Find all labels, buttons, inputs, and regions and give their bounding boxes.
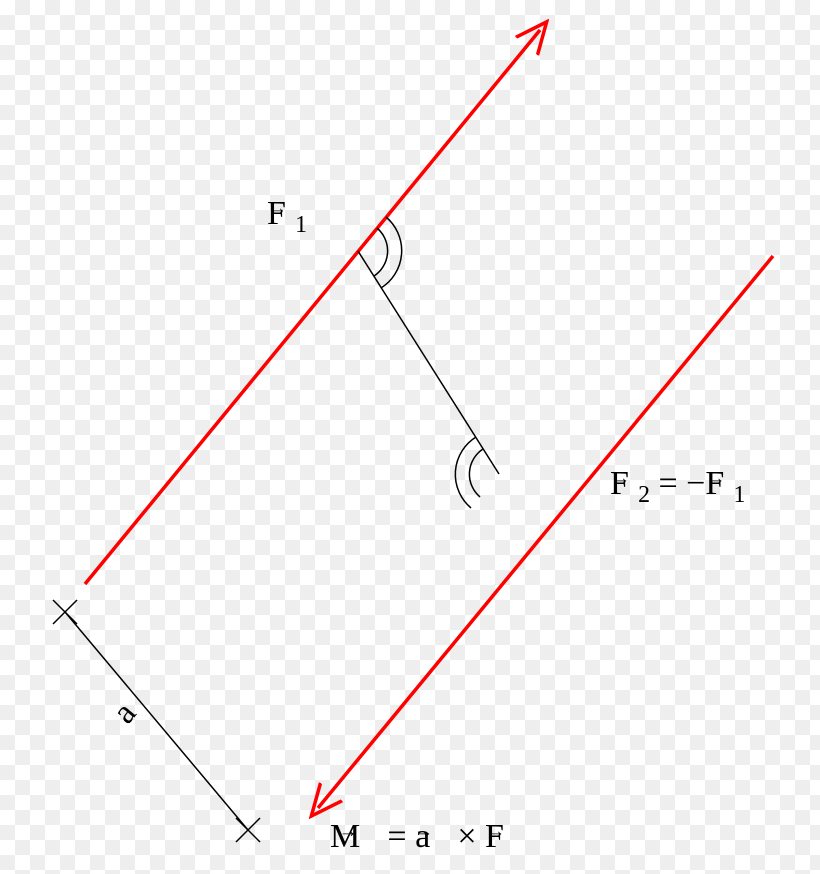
connector-line bbox=[358, 251, 499, 474]
label-f1: F→1 bbox=[267, 195, 307, 239]
angle-arc-bottom-1 bbox=[469, 449, 483, 497]
angle-arc-top-1 bbox=[374, 228, 388, 276]
angle-arc-bottom-2 bbox=[455, 437, 476, 508]
angle-arc-top-2 bbox=[381, 217, 402, 288]
label-f2: F→2 = −F→1 bbox=[610, 465, 745, 509]
dimension-line bbox=[65, 612, 248, 830]
vector-f1 bbox=[85, 30, 540, 584]
diagram-svg bbox=[0, 0, 820, 874]
vector-f2 bbox=[318, 256, 773, 808]
label-moment: M→ = a→ × F→ bbox=[330, 818, 523, 856]
